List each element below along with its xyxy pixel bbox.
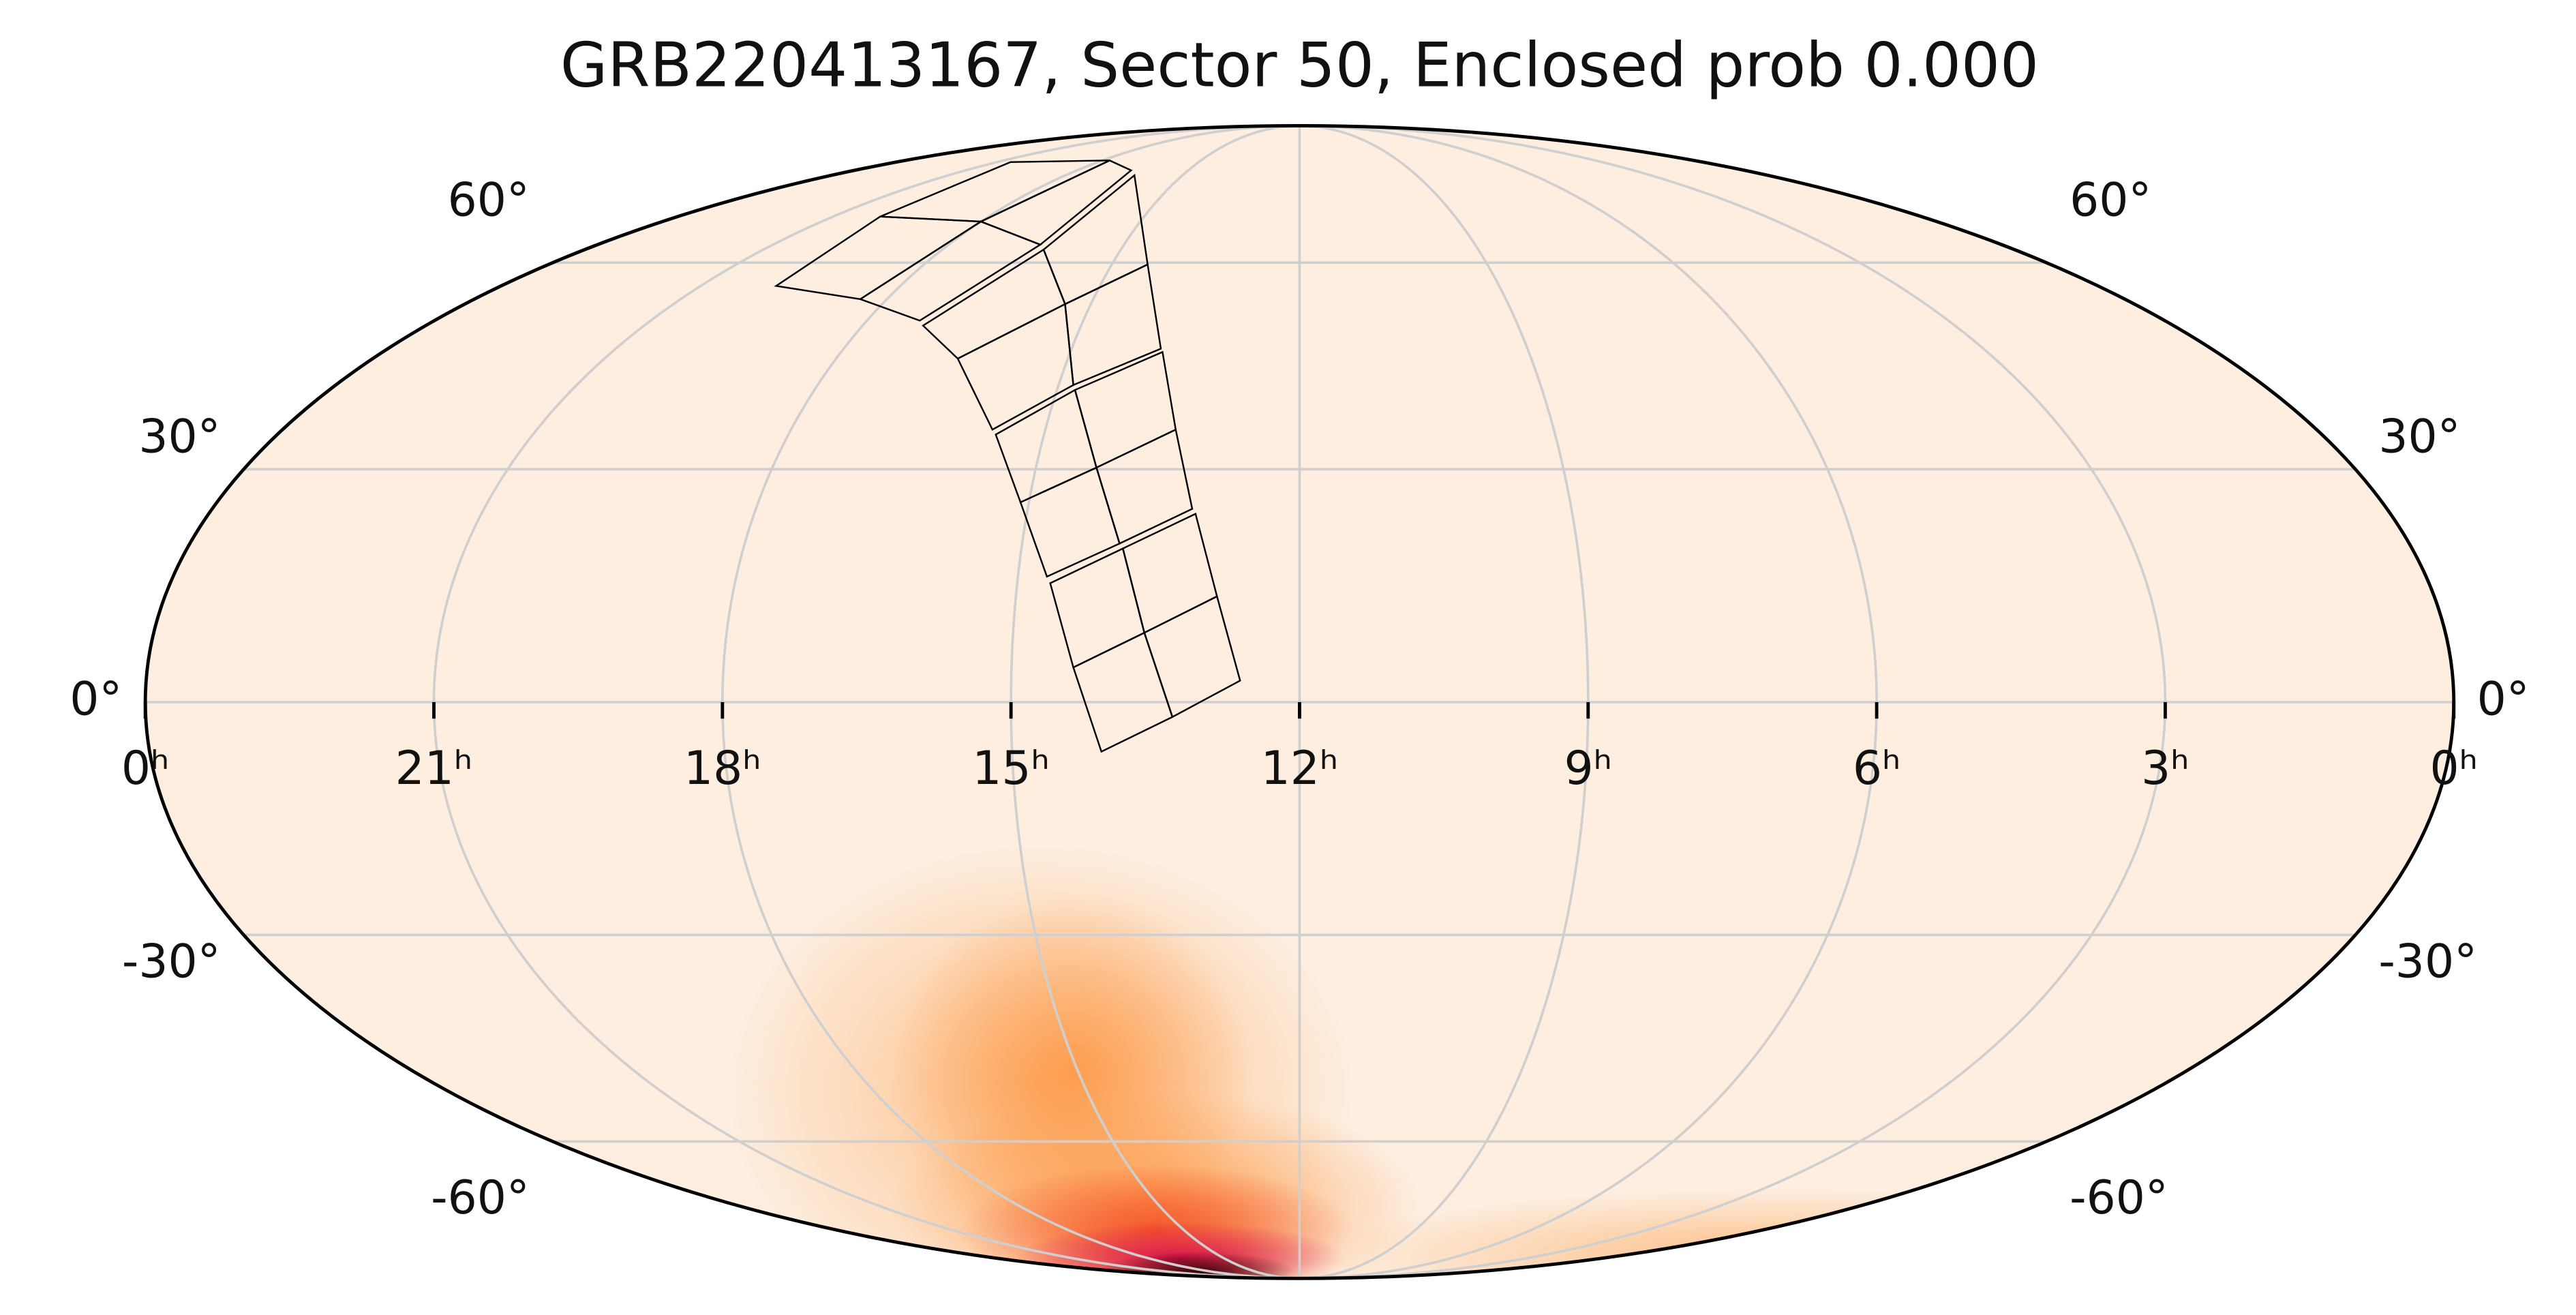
x-tick-label: 21ʰ — [395, 741, 473, 795]
chart-title: GRB220413167, Sector 50, Enclosed prob 0… — [560, 31, 2039, 102]
y-tick-label: -30° — [122, 935, 221, 988]
y-tick-label: 30° — [138, 409, 220, 463]
y-tick-label: -30° — [2378, 935, 2477, 988]
x-tick-label: 0ʰ — [121, 741, 170, 795]
heat-blob — [1097, 1252, 1297, 1279]
x-tick-label: 15ʰ — [972, 741, 1050, 795]
y-tick-label: -60° — [2070, 1170, 2168, 1224]
x-tick-label: 12ʰ — [1261, 741, 1339, 795]
footprint — [774, 160, 1241, 753]
y-tick-label: 0° — [2477, 671, 2530, 725]
x-tick-label: 6ʰ — [1853, 741, 1901, 795]
y-tick-label: 30° — [2378, 409, 2460, 463]
ccd-footprint — [1095, 428, 1194, 545]
ccd-footprint — [1143, 595, 1241, 719]
x-tick-label: 0ʰ — [2429, 741, 2478, 795]
y-tick-label: 60° — [448, 173, 530, 227]
x-tick-label: 3ʰ — [2141, 741, 2189, 795]
tick-labels: 0ʰ 21ʰ 18ʰ 15ʰ 12ʰ 9ʰ 6ʰ 3ʰ 0ʰ -60° -60° -30° -30° 0°… — [70, 173, 2530, 1225]
x-tick-label: 18ʰ — [684, 741, 761, 795]
ccd-footprint — [1064, 263, 1162, 387]
x-tick-label: 9ʰ — [1564, 741, 1612, 795]
y-tick-label: 0° — [70, 671, 122, 725]
y-tick-label: 60° — [2070, 173, 2151, 227]
ccd-footprint — [978, 160, 1133, 246]
y-tick-label: -60° — [431, 1170, 530, 1224]
